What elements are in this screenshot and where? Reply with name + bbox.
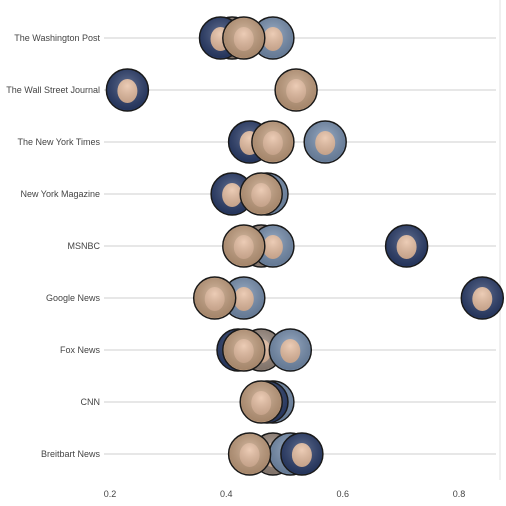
warren-photo-point-the-new-york-times [251,120,295,164]
category-label-the-washington-post: The Washington Post [14,33,100,43]
warren-photo-point-the-washington-post [222,16,266,60]
harris-photo-point-google-news [460,276,505,320]
category-label-google-news: Google News [46,293,101,303]
x-tick-label: 0.4 [220,489,233,499]
harris-photo-point-breitbart-news [280,432,324,476]
warren-photo-point-cnn [239,380,283,424]
warren-photo-point-fox-news [222,328,266,372]
warren-photo-point-the-wall-street-journal [274,68,318,112]
photo-markers [105,16,505,476]
harris-photo-point-msnbc [384,224,429,268]
category-label-fox-news: Fox News [60,345,101,355]
x-tick-label: 0.2 [104,489,117,499]
category-label-new-york-magazine: New York Magazine [20,189,100,199]
category-label-breitbart-news: Breitbart News [41,449,101,459]
harris-photo-point-the-wall-street-journal [105,68,150,112]
x-tick-label: 0.8 [453,489,466,499]
outlet-rows: The Washington Post The Wall Street Journ… [6,33,496,459]
category-label-msnbc: MSNBC [67,241,100,251]
x-axis: 0.2 0.4 0.6 0.8 [104,489,466,499]
category-label-the-wall-street-journal: The Wall Street Journal [6,85,100,95]
biden-photo-point-fox-news [268,328,313,372]
category-label-cnn: CNN [81,397,101,407]
warren-photo-point-new-york-magazine [239,172,283,216]
warren-photo-point-msnbc [222,224,266,268]
warren-photo-point-google-news [192,276,237,320]
biden-photo-point-the-new-york-times [303,120,347,164]
x-tick-label: 0.6 [336,489,349,499]
category-label-the-new-york-times: The New York Times [17,137,100,147]
warren-photo-point-breitbart-news [227,432,272,476]
